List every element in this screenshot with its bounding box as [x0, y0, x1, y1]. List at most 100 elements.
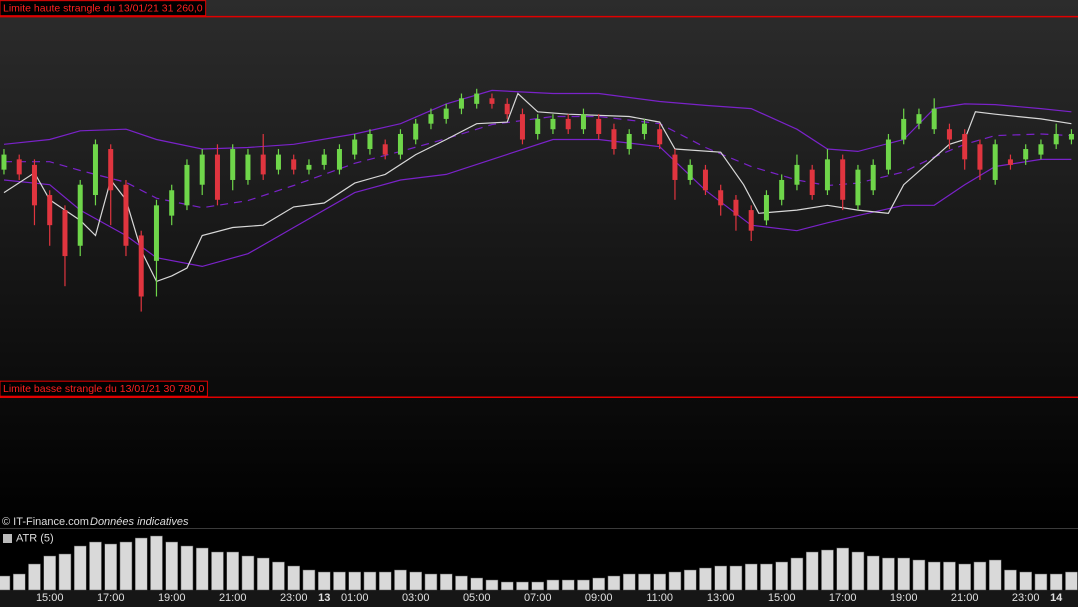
strangle-label-box [0, 380, 208, 397]
x-tick-label: 23:00 [1012, 592, 1040, 604]
overlay-line [4, 115, 1072, 209]
candle-body [763, 195, 769, 221]
atr-bar [668, 571, 682, 591]
candle-body [184, 164, 190, 206]
atr-bar [455, 575, 468, 591]
candle-body [519, 114, 525, 140]
atr-bar [333, 571, 346, 591]
candle-body [931, 108, 937, 130]
candle-body [916, 114, 922, 124]
atr-bar [226, 551, 239, 591]
atr-bar [241, 555, 255, 591]
candle-body [169, 190, 175, 216]
candle-body [718, 190, 724, 206]
atr-bar [104, 543, 117, 591]
candle-body [428, 114, 434, 124]
atr-title: ATR (5) [16, 532, 54, 544]
x-tick-label: 09:00 [585, 592, 613, 604]
candle-body [977, 144, 983, 170]
atr-bar [439, 573, 453, 591]
atr-bar [500, 581, 514, 591]
atr-bar [638, 573, 651, 591]
atr-bar [287, 565, 300, 591]
x-tick-label: 03:00 [402, 592, 430, 604]
atr-bar [973, 561, 987, 591]
candle-body [77, 184, 83, 246]
candle-body [153, 205, 159, 261]
atr-bar [943, 561, 956, 591]
candle-body [47, 195, 53, 226]
candle-body [413, 123, 419, 140]
candle-body [672, 154, 678, 180]
candle-body [565, 118, 571, 130]
x-tick-label: 11:00 [646, 592, 673, 604]
atr-bar [546, 579, 560, 591]
candle-body [962, 133, 968, 160]
atr-bar [790, 557, 804, 591]
candle-body [1007, 159, 1013, 165]
atr-bar [485, 579, 499, 591]
atr-bar [73, 545, 87, 591]
atr-bar [958, 563, 971, 591]
atr-bar [119, 541, 133, 591]
candle-body [199, 154, 205, 185]
strangle-label: Limite haute strangle du 13/01/21 31 260… [3, 2, 203, 14]
candle-body [946, 129, 952, 140]
candle-body [779, 179, 785, 200]
candle-body [474, 93, 480, 104]
note: Données indicatives [90, 516, 189, 528]
atr-bar [195, 547, 209, 591]
candle-body [1053, 133, 1059, 145]
atr-bar [1049, 573, 1063, 591]
x-tick-label: 21:00 [951, 592, 979, 604]
atr-bar [256, 557, 270, 591]
candle-body [92, 144, 98, 196]
candle-body [62, 210, 68, 257]
x-tick-label: 19:00 [158, 592, 186, 604]
x-tick-label: 15:00 [36, 592, 64, 604]
atr-bar [607, 575, 621, 591]
atr-bar [409, 571, 422, 591]
candle-body [31, 164, 37, 206]
atr-bar [424, 573, 438, 591]
candle-body [443, 108, 449, 119]
candle-body [367, 133, 373, 150]
x-tick-label: 01:00 [341, 592, 369, 604]
x-tick-label: 15:00 [768, 592, 796, 604]
x-tick-label: 17:00 [97, 592, 125, 604]
atr-bar [89, 541, 102, 591]
atr-bar [744, 563, 758, 591]
x-tick-label: 17:00 [829, 592, 857, 604]
candle-body [458, 98, 464, 109]
candle-body [870, 164, 876, 191]
candle-body [992, 144, 998, 180]
atr-bar [531, 581, 544, 591]
strangle-label: Limite basse strangle du 13/01/21 30 780… [3, 383, 205, 395]
candle-body [885, 139, 891, 170]
candle-body [1038, 144, 1044, 155]
strangle-label-box [0, 0, 207, 17]
atr-bar [1019, 571, 1032, 591]
x-tick-label: 14 [1050, 592, 1063, 604]
atr-bar [1004, 569, 1017, 591]
candle-body [260, 154, 266, 175]
candle-body [108, 149, 114, 191]
atr-bar [866, 555, 880, 591]
atr-bar [622, 573, 636, 591]
atr-bar [58, 553, 72, 591]
atr-bar [302, 569, 316, 591]
atr-bar [363, 571, 377, 591]
candle-body [824, 159, 830, 191]
x-tick-label: 23:00 [280, 592, 308, 604]
atr-bar [775, 561, 788, 591]
candle-body [626, 133, 632, 150]
atr-bar [821, 549, 834, 591]
candle-body [1, 154, 7, 170]
overlay-line [3, 89, 1072, 153]
candle-body [702, 169, 708, 191]
candle-body [641, 123, 647, 134]
atr-bar [0, 575, 11, 591]
candle-body [809, 169, 815, 196]
candle-body [855, 169, 861, 206]
candle-body [733, 199, 739, 216]
